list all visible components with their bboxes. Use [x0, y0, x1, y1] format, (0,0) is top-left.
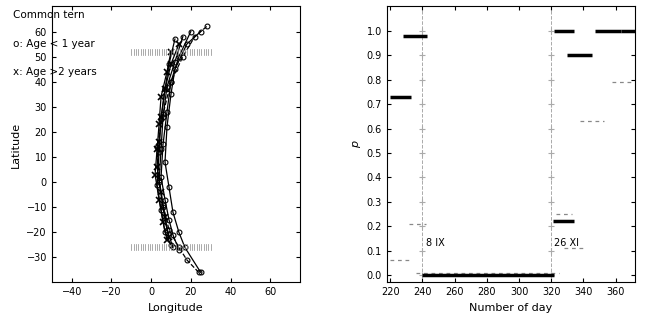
Text: Common tern: Common tern — [13, 10, 85, 20]
X-axis label: Number of day: Number of day — [469, 303, 553, 313]
Text: x: Age >2 years: x: Age >2 years — [13, 67, 97, 77]
X-axis label: Longitude: Longitude — [148, 303, 203, 313]
Y-axis label: Latitude: Latitude — [11, 121, 21, 168]
Text: 26 XI: 26 XI — [555, 238, 579, 248]
Text: o: Age < 1 year: o: Age < 1 year — [13, 39, 95, 48]
Text: 8 IX: 8 IX — [426, 238, 445, 248]
Y-axis label: p: p — [351, 141, 361, 148]
